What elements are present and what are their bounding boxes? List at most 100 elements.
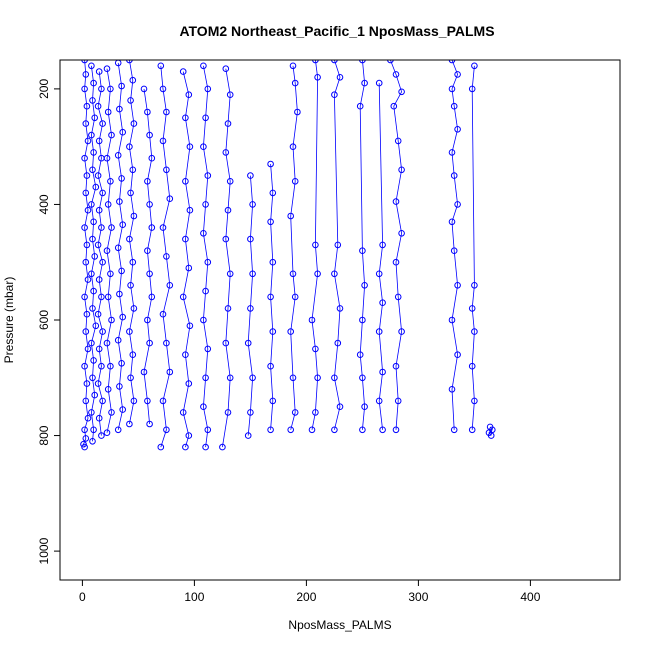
series-14 (287, 62, 301, 434)
series-line (471, 65, 475, 430)
data-point (222, 65, 230, 72)
data-point (126, 328, 133, 335)
data-point (394, 137, 402, 145)
data-point (146, 339, 153, 347)
data-point (88, 201, 95, 208)
x-axis-label: NposMass_PALMS (288, 618, 391, 632)
series-line (143, 88, 153, 425)
data-point (119, 128, 126, 136)
data-point (104, 201, 112, 208)
series-line (160, 65, 171, 448)
data-point (103, 65, 111, 72)
data-point (91, 114, 98, 122)
data-point (129, 258, 137, 266)
series-line (311, 60, 319, 430)
y-tick-label: 400 (37, 194, 51, 214)
series-line (117, 62, 124, 430)
data-point (450, 172, 458, 179)
x-tick-label: 400 (520, 590, 540, 604)
data-point (392, 426, 400, 434)
data-point (379, 426, 386, 434)
data-point (127, 374, 134, 382)
data-point (454, 71, 461, 78)
data-point (222, 149, 230, 156)
x-tick-label: 100 (184, 590, 204, 604)
data-point (186, 206, 194, 214)
data-point (448, 85, 456, 93)
series-12 (244, 172, 256, 439)
data-point (204, 85, 212, 93)
data-point (291, 293, 299, 301)
series-4 (103, 65, 115, 437)
data-point (454, 351, 461, 359)
data-point (108, 409, 115, 416)
data-point (200, 316, 207, 324)
data-point (312, 241, 319, 249)
series-line (222, 68, 231, 448)
data-point (334, 339, 342, 347)
data-point (200, 62, 207, 70)
y-tick-label: 600 (37, 310, 51, 330)
data-point (379, 241, 386, 249)
data-point (331, 374, 338, 382)
data-point (95, 414, 103, 422)
data-point (224, 120, 232, 127)
data-point (287, 328, 295, 335)
series-17 (356, 60, 368, 434)
series-3 (94, 68, 106, 439)
data-point (130, 397, 138, 405)
data-point (146, 270, 153, 278)
data-point (200, 230, 207, 237)
data-point (127, 97, 134, 104)
data-point (159, 397, 167, 405)
data-point (88, 409, 95, 416)
data-point (182, 178, 189, 185)
data-point (179, 409, 187, 416)
series-line (182, 71, 191, 448)
data-point (103, 154, 111, 162)
data-point (104, 108, 112, 116)
data-point (88, 270, 95, 278)
data-point (267, 362, 274, 370)
data-point (356, 102, 364, 110)
data-point (267, 293, 274, 301)
data-point (140, 85, 148, 93)
data-point (84, 276, 92, 283)
series-line (378, 83, 384, 430)
data-point (471, 282, 478, 289)
data-point (103, 429, 111, 437)
data-point (179, 68, 187, 75)
data-point (82, 328, 90, 335)
data-point (379, 368, 386, 376)
data-point (200, 403, 207, 411)
data-point (95, 68, 103, 75)
data-point (471, 328, 478, 335)
series-18 (375, 79, 386, 434)
data-point (185, 380, 193, 387)
data-point (186, 322, 194, 330)
data-point (103, 247, 111, 254)
chart-title: ATOM2 Northeast_Pacific_1 NposMass_PALMS (179, 23, 494, 39)
x-tick-label: 300 (408, 590, 428, 604)
data-point (289, 62, 297, 70)
data-point (144, 247, 151, 254)
data-point (107, 270, 114, 278)
data-point (202, 287, 209, 295)
data-point (448, 149, 456, 156)
x-tick-label: 0 (79, 590, 86, 604)
data-point (144, 316, 151, 324)
data-point (90, 149, 97, 156)
data-point (267, 218, 274, 226)
data-point (454, 126, 461, 133)
series-line (488, 426, 493, 436)
data-point (202, 201, 209, 208)
data-point (450, 247, 458, 254)
data-point (185, 264, 193, 272)
data-point (99, 258, 106, 266)
data-point (157, 443, 165, 451)
data-point (269, 397, 277, 405)
data-point (84, 206, 92, 214)
data-point (99, 189, 106, 197)
data-point (163, 253, 170, 260)
data-point (98, 293, 105, 301)
